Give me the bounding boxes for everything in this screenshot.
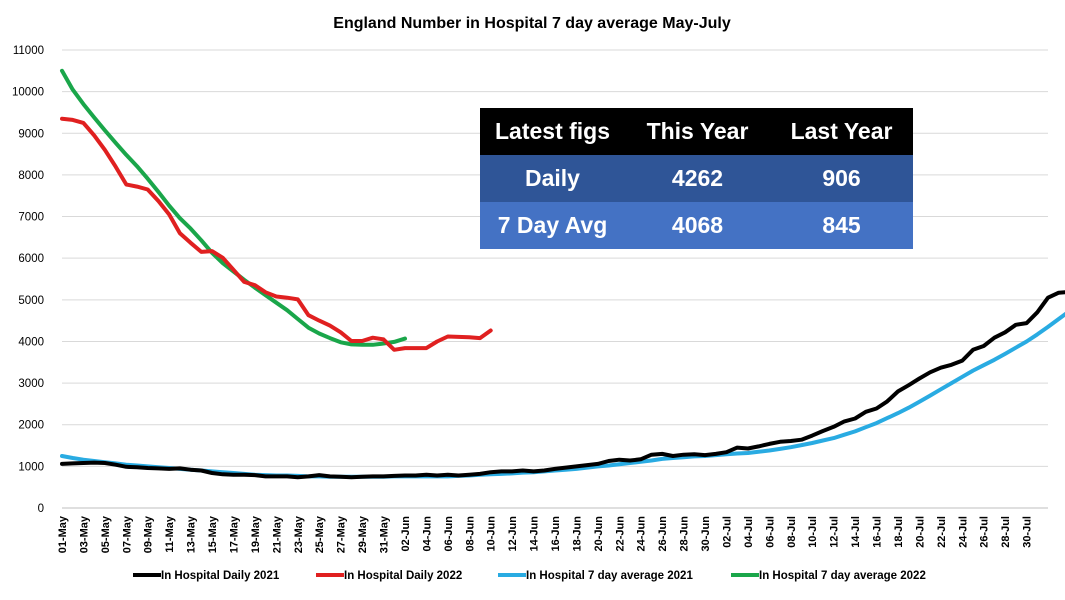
x-tick-label: 05-May [100, 515, 112, 553]
x-axis: 01-May 03-May 05-May 07-May 09-May 11-May 13-M… [57, 507, 1048, 553]
x-tick-label: 23-May [293, 515, 305, 553]
row-label-daily: Daily [525, 165, 580, 191]
x-tick-label: 02-Jul [721, 516, 733, 548]
chart-title: England Number in Hospital 7 day average… [333, 15, 731, 32]
y-tick-label: 0 [38, 503, 44, 515]
legend-label: In Hospital 7 day average 2022 [759, 570, 926, 582]
x-tick-label: 10-Jun [486, 516, 498, 552]
legend-label: In Hospital Daily 2022 [344, 570, 462, 582]
x-tick-label: 20-Jun [593, 516, 605, 552]
daily-last-year: 906 [822, 165, 861, 191]
x-tick-label: 02-Jun [400, 516, 412, 552]
x-tick-label: 22-Jun [614, 516, 626, 552]
y-tick-label: 2000 [18, 420, 44, 432]
header-last-year: Last Year [790, 118, 893, 144]
x-tick-label: 13-May [186, 515, 198, 553]
y-tick-label: 10000 [12, 87, 44, 99]
y-tick-label: 7000 [18, 212, 44, 224]
series-line-in-hospital-7-day-average-2021 [60, 311, 1065, 479]
x-tick-label: 30-Jul [1022, 516, 1034, 548]
x-tick-label: 10-Jul [807, 516, 819, 548]
x-tick-label: 21-May [271, 515, 283, 553]
y-tick-label: 4000 [18, 336, 44, 348]
avg-last-year: 845 [822, 212, 861, 238]
x-tick-label: 17-May [228, 515, 240, 553]
table-row-7day-avg: 7 Day Avg 4068 845 [480, 202, 913, 249]
x-tick-label: 29-May [357, 515, 369, 553]
avg-this-year: 4068 [671, 212, 724, 238]
x-tick-label: 26-Jul [979, 516, 991, 548]
x-tick-label: 19-May [250, 515, 262, 553]
x-tick-label: 04-Jul [743, 516, 755, 548]
row-label-7day-avg: 7 Day Avg [497, 212, 608, 238]
x-tick-label: 16-Jun [550, 516, 562, 552]
x-tick-label: 22-Jul [936, 516, 948, 548]
x-tick-label: 09-May [143, 515, 155, 553]
x-tick-label: 06-Jul [764, 516, 776, 548]
x-tick-label: 24-Jun [636, 516, 648, 552]
y-tick-label: 11000 [13, 45, 44, 57]
x-tick-label: 15-May [207, 515, 219, 553]
x-tick-label: 14-Jun [529, 516, 541, 552]
y-tick-label: 9000 [18, 128, 44, 140]
x-tick-label: 27-May [336, 515, 348, 553]
header-latest-figs: Latest figs [494, 118, 611, 144]
series-lines [60, 68, 1065, 480]
x-tick-label: 20-Jul [914, 516, 926, 548]
series-line-in-hospital-daily-2022 [60, 116, 493, 352]
x-tick-label: 08-Jul [786, 516, 798, 548]
x-tick-label: 16-Jul [872, 516, 884, 548]
latest-figures-table: Latest figs This Year Last Year Daily 42… [480, 108, 913, 249]
y-tick-label: 8000 [18, 170, 44, 182]
x-tick-label: 06-Jun [443, 516, 455, 552]
x-tick-label: 18-Jun [571, 516, 583, 552]
table-row-daily: Daily 4262 906 [480, 155, 913, 202]
legend-label: In Hospital 7 day average 2021 [526, 570, 693, 582]
x-tick-label: 11-May [164, 515, 176, 553]
x-tick-label: 26-Jun [657, 516, 669, 552]
legend: In Hospital Daily 2021 In Hospital Daily … [133, 570, 926, 582]
x-tick-label: 01-May [57, 515, 69, 553]
x-tick-label: 30-Jun [700, 516, 712, 552]
legend-label: In Hospital Daily 2021 [161, 570, 280, 582]
x-tick-label: 07-May [121, 515, 133, 553]
x-tick-label: 24-Jul [957, 516, 969, 548]
y-tick-label: 5000 [18, 295, 44, 307]
x-tick-label: 18-Jul [893, 516, 905, 548]
x-tick-label: 12-Jul [829, 516, 841, 548]
x-tick-label: 28-Jul [1000, 516, 1012, 548]
x-tick-label: 03-May [78, 515, 90, 553]
header-this-year: This Year [646, 118, 749, 144]
x-tick-label: 31-May [379, 515, 391, 553]
x-tick-label: 28-Jun [679, 516, 691, 552]
series-line-in-hospital-daily-2021 [60, 290, 1065, 480]
series-line-in-hospital-7-day-average-2022 [60, 68, 407, 347]
gridlines [62, 49, 1048, 467]
x-tick-label: 14-Jul [850, 516, 862, 548]
y-tick-label: 6000 [18, 253, 44, 265]
x-tick-label: 08-Jun [464, 516, 476, 552]
table-header-row: Latest figs This Year Last Year [480, 108, 913, 155]
daily-this-year: 4262 [671, 165, 724, 191]
x-tick-label: 25-May [314, 515, 326, 553]
y-tick-label: 3000 [18, 378, 44, 390]
x-tick-label: 04-Jun [421, 516, 433, 552]
y-tick-label: 1000 [18, 461, 44, 473]
x-tick-label: 12-Jun [507, 516, 519, 552]
y-axis: 0 1000 2000 3000 4000 5000 6000 7000 8000 9000 100… [12, 45, 44, 515]
